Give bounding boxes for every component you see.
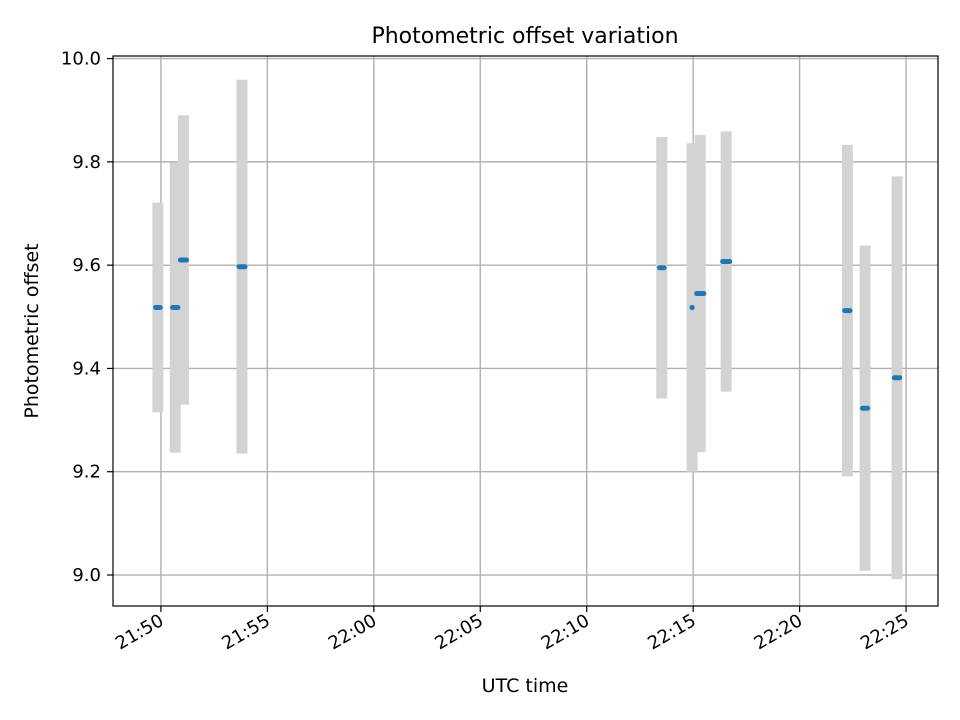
x-axis-label: UTC time — [482, 675, 569, 697]
plot-frame — [112, 55, 939, 607]
y-tick-label: 9.4 — [72, 358, 101, 379]
data-markers — [153, 257, 903, 411]
y-axis-label: Photometric offset — [21, 243, 43, 418]
chart-title: Photometric offset variation — [371, 24, 678, 49]
data-point — [689, 304, 695, 311]
y-tick-label: 9.0 — [72, 565, 101, 586]
plot-area — [113, 56, 938, 606]
y-tick-label: 9.6 — [72, 255, 101, 276]
y-tick-label: 9.2 — [72, 462, 101, 483]
y-tick-label: 9.8 — [72, 152, 101, 173]
y-axis-ticks: 9.0 9.2 9.4 9.6 9.8 10.0 — [61, 49, 113, 586]
y-tick-label: 10.0 — [61, 49, 101, 70]
